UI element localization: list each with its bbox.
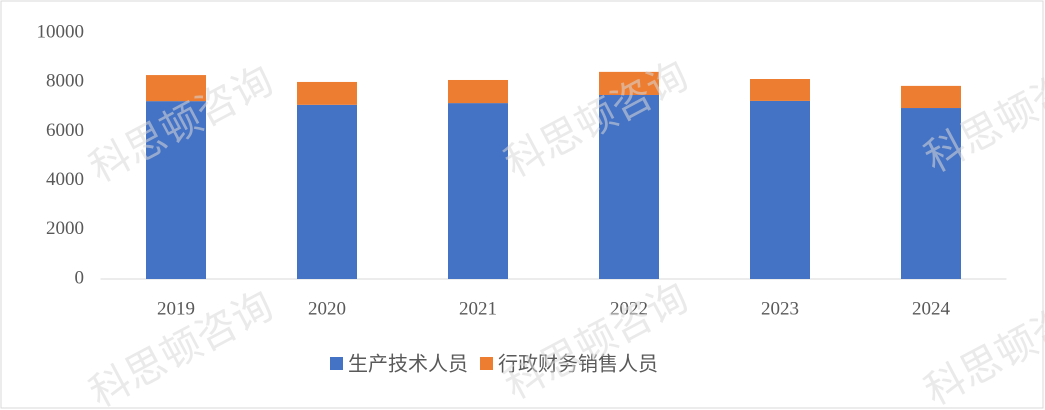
bar-segment [297,104,357,279]
bar-segment [750,100,810,280]
bar-segment [901,108,961,279]
x-tick-label: 2021 [459,298,497,319]
legend-label: 生产技术人员 [348,352,468,376]
y-tick-label: 10000 [37,21,85,42]
x-tick-label: 2022 [610,298,648,319]
y-tick-label: 4000 [46,169,84,190]
bar-segment [146,101,206,279]
y-tick-label: 2000 [46,218,84,239]
x-tick-label: 2019 [157,298,195,319]
bar-segment [297,81,357,105]
x-tick-label: 2020 [308,298,346,319]
bar-segment [750,79,810,101]
bar-segment [599,71,659,95]
x-tick-label: 2023 [761,298,799,319]
bar-segment [448,103,508,279]
legend-label: 行政财务销售人员 [498,352,658,376]
y-tick-label: 8000 [46,71,84,92]
x-tick-label: 2024 [912,298,951,319]
legend-swatch [330,357,343,370]
y-tick-label: 6000 [46,120,84,141]
legend-swatch [480,357,493,370]
bar-segment [448,79,508,104]
bar-segment [146,75,206,102]
bar-segment [599,94,659,279]
bar-segment [901,85,961,109]
y-tick-label: 0 [75,267,85,288]
